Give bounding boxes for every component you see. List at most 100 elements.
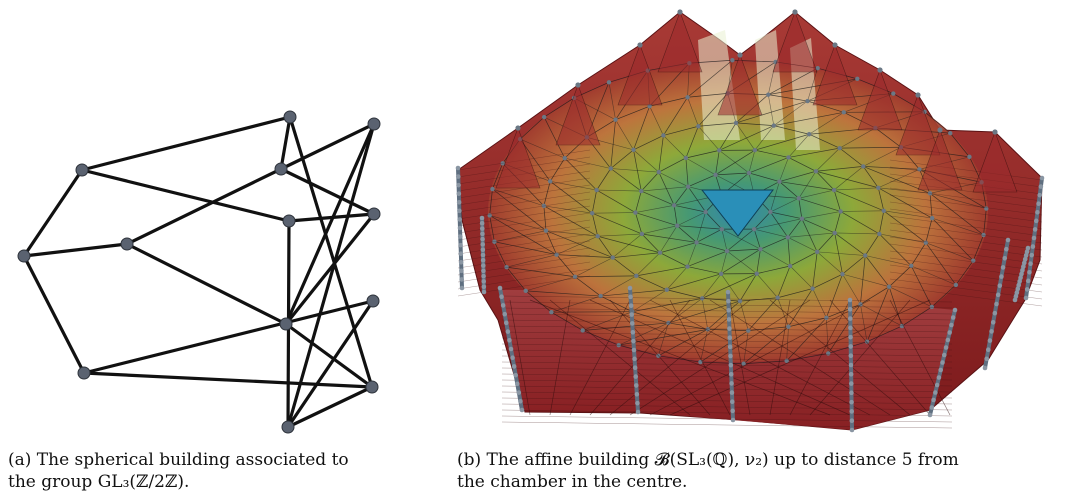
mesh-edge bbox=[612, 233, 643, 258]
mesh-edge bbox=[879, 233, 912, 267]
mesh-edge bbox=[949, 132, 970, 158]
mesh-edge bbox=[788, 157, 817, 172]
wall-layer-line bbox=[501, 325, 953, 333]
side-layer-line bbox=[457, 219, 591, 241]
graph-edge bbox=[22, 168, 84, 258]
mesh-edge bbox=[636, 252, 661, 277]
mesh-edge bbox=[735, 122, 774, 126]
mesh-vertex bbox=[639, 188, 644, 194]
pole-vertex bbox=[848, 344, 854, 349]
mesh-edge bbox=[687, 250, 728, 267]
mesh-edge bbox=[860, 304, 868, 342]
mesh-edge bbox=[597, 236, 614, 258]
building-mesh-lines bbox=[457, 58, 1043, 429]
mesh-vertex bbox=[799, 216, 805, 221]
mesh-edge bbox=[635, 205, 675, 213]
mesh-edge bbox=[641, 171, 660, 192]
side-layer-line bbox=[889, 243, 1043, 265]
mesh-vertex bbox=[806, 132, 812, 137]
mesh-vertex bbox=[492, 239, 497, 244]
pole-vertex bbox=[633, 374, 639, 379]
pole-vertex bbox=[507, 337, 512, 343]
mesh-vertex bbox=[813, 169, 819, 174]
graph-edge bbox=[284, 122, 376, 326]
graph-edge bbox=[284, 322, 374, 389]
mesh-edge bbox=[615, 119, 634, 151]
mesh-edge bbox=[687, 93, 728, 98]
mesh-edge bbox=[545, 230, 613, 258]
mesh-edge bbox=[715, 150, 720, 175]
pole-vertex bbox=[1013, 293, 1019, 299]
mesh-vertex bbox=[981, 232, 986, 238]
mesh-edge bbox=[618, 322, 669, 346]
mesh-edge bbox=[779, 181, 800, 199]
graph-edge bbox=[82, 371, 374, 389]
mesh-edge bbox=[834, 232, 843, 275]
pole-vertex bbox=[502, 311, 508, 317]
mesh-edge bbox=[788, 288, 813, 327]
pole-vertex bbox=[947, 330, 952, 335]
mesh-vertex bbox=[639, 231, 645, 237]
mesh-edge bbox=[743, 330, 749, 364]
mesh-edge bbox=[719, 125, 774, 151]
mesh-edge bbox=[842, 273, 890, 287]
mesh-edge bbox=[773, 111, 844, 126]
pole-vertex bbox=[510, 355, 515, 361]
mesh-edge bbox=[489, 215, 557, 255]
pole-vertex bbox=[952, 307, 958, 313]
mesh-edge bbox=[702, 298, 741, 302]
mesh-edge bbox=[600, 275, 637, 297]
mesh-edge bbox=[773, 100, 808, 126]
mesh-edge bbox=[735, 122, 756, 151]
pole-vertex bbox=[1038, 184, 1044, 189]
mesh-vertex bbox=[685, 95, 690, 100]
side-layer-line bbox=[457, 254, 591, 276]
mesh-vertex bbox=[610, 255, 615, 260]
mesh-edge bbox=[828, 341, 868, 354]
mesh-edge bbox=[666, 289, 703, 299]
mesh-edge bbox=[839, 147, 864, 167]
mesh-edge bbox=[812, 288, 827, 318]
mesh-vertex bbox=[717, 148, 722, 153]
pole-vertex bbox=[628, 294, 633, 300]
graph-vertex bbox=[279, 317, 293, 331]
wall-layer-line bbox=[501, 415, 953, 423]
graph-edge bbox=[286, 385, 374, 429]
mesh-vertex bbox=[855, 76, 860, 82]
mesh-edge bbox=[525, 276, 576, 292]
mesh-edge bbox=[809, 133, 840, 149]
caption-b-line-2: the chamber in the centre. bbox=[457, 472, 688, 492]
mesh-vertex bbox=[685, 264, 690, 269]
wall-layer-line bbox=[501, 421, 953, 429]
mesh-vertex bbox=[768, 209, 773, 215]
pole-vertex bbox=[457, 234, 463, 239]
pole-vertex bbox=[499, 294, 504, 300]
mesh-edge bbox=[597, 235, 661, 254]
mesh-edge bbox=[636, 275, 667, 291]
wall-diagonal bbox=[669, 299, 931, 416]
graph-vertex bbox=[282, 214, 296, 228]
mesh-edge bbox=[910, 265, 933, 308]
mesh-edge bbox=[788, 147, 840, 158]
side-layer-line bbox=[457, 240, 591, 262]
mesh-edge bbox=[658, 329, 708, 357]
pole-vertex bbox=[481, 289, 487, 295]
mesh-edge bbox=[754, 149, 789, 158]
mesh-edge bbox=[506, 266, 576, 278]
mesh-edge bbox=[687, 97, 699, 127]
mesh-edge bbox=[754, 218, 802, 230]
pole-vertex bbox=[497, 285, 503, 291]
mesh-edge bbox=[864, 255, 890, 287]
mesh-edge bbox=[754, 133, 810, 151]
mesh-vertex bbox=[694, 240, 699, 245]
mesh-vertex bbox=[500, 161, 505, 166]
mesh-vertex bbox=[917, 167, 922, 172]
pole-vertex bbox=[1023, 253, 1029, 258]
mesh-edge bbox=[600, 295, 633, 312]
pole-vertex bbox=[459, 268, 464, 274]
pole-vertex bbox=[1031, 235, 1037, 241]
mesh-edge bbox=[545, 230, 598, 237]
mesh-vertex bbox=[543, 228, 549, 233]
graph-edge bbox=[22, 242, 129, 258]
mesh-edge bbox=[668, 322, 708, 330]
